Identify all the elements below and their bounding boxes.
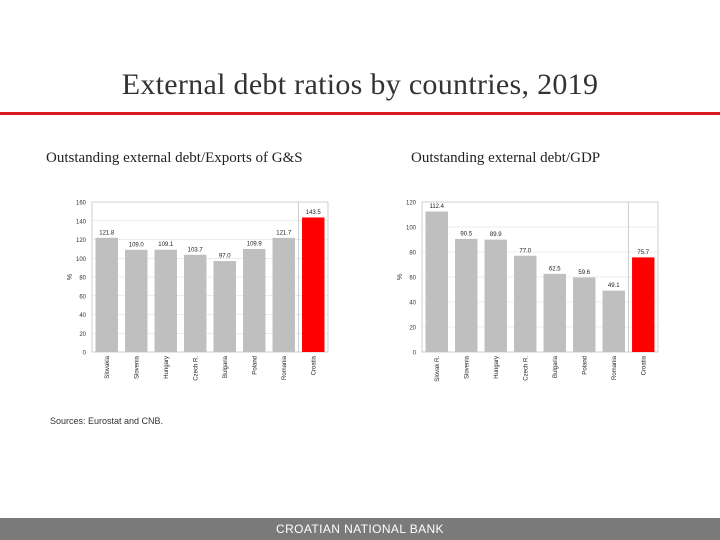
exports-bar-romania	[272, 237, 295, 352]
gdp-bar-czech-r	[514, 255, 537, 352]
gdp-value-label: 59.6	[578, 270, 590, 276]
gdp-bar-slovenia	[455, 238, 478, 352]
title-rule	[0, 112, 720, 115]
exports-ytick-label: 60	[79, 294, 86, 300]
exports-value-label: 109.1	[158, 242, 174, 248]
gdp-ytick-label: 60	[409, 276, 416, 282]
exports-category-label: Croatia	[311, 355, 317, 375]
gdp-category-label: Hungary	[494, 356, 500, 379]
gdp-category-label: Slovak R.	[435, 356, 441, 382]
gdp-ytick-label: 100	[406, 226, 417, 232]
exports-ylabel: %	[67, 274, 74, 280]
gdp-category-label: Czech R.	[523, 356, 529, 381]
gdp-ytick-label: 80	[409, 251, 416, 257]
gdp-ylabel: %	[397, 274, 404, 280]
gdp-ytick-label: 0	[413, 351, 417, 357]
exports-ytick-label: 80	[79, 276, 86, 282]
exports-value-label: 121.8	[99, 230, 115, 236]
exports-ytick-label: 160	[76, 201, 87, 207]
exports-bar-slovenia	[125, 249, 148, 352]
exports-bar-bulgaria	[213, 261, 236, 352]
exports-category-label: Slovenia	[134, 355, 140, 379]
exports-category-label: Bulgaria	[223, 355, 229, 378]
chart-right-title: Outstanding external debt/GDP	[411, 150, 601, 166]
gdp-value-label: 77.0	[519, 248, 531, 254]
gdp-bar-poland	[573, 277, 596, 352]
gdp-bar-hungary	[484, 239, 507, 352]
gdp-bar-bulgaria	[543, 273, 566, 352]
gdp-ytick-label: 20	[409, 326, 416, 332]
exports-bar-poland	[243, 248, 266, 352]
gdp-category-label: Bulgaria	[553, 355, 559, 378]
exports-ytick-label: 40	[79, 313, 86, 319]
gdp-ytick-label: 40	[409, 301, 416, 307]
gdp-value-label: 49.1	[608, 283, 620, 289]
exports-ytick-label: 0	[83, 351, 87, 357]
sources-note: Sources: Eurostat and CNB.	[50, 416, 164, 426]
exports-value-label: 103.7	[188, 247, 204, 253]
gdp-category-label: Romania	[612, 355, 618, 380]
gdp-ratio-chart: 0 20 40 60 80 100 120% 112.4 Slovak R. 90.5 Sloven…	[397, 201, 659, 382]
exports-ratio-chart: 0 20 40 60 80 100 120 140 160% 121.8 Slovakia 109.0…	[67, 201, 329, 381]
exports-bar-czech-r	[184, 254, 207, 352]
exports-category-label: Poland	[252, 356, 258, 375]
exports-ytick-label: 140	[76, 219, 87, 225]
exports-bar-hungary	[154, 249, 177, 352]
gdp-value-label: 90.5	[460, 231, 472, 237]
chart-left-title: Outstanding external debt/Exports of G&S	[46, 150, 303, 166]
exports-category-label: Slovakia	[105, 355, 111, 378]
exports-category-label: Romania	[282, 355, 288, 380]
exports-category-label: Hungary	[164, 356, 170, 379]
exports-ytick-label: 20	[79, 332, 86, 338]
exports-category-label: Czech R.	[193, 356, 199, 381]
gdp-category-label: Croatia	[641, 355, 647, 375]
gdp-category-label: Poland	[582, 356, 588, 375]
exports-bar-croatia	[302, 217, 325, 352]
exports-value-label: 97.0	[219, 254, 231, 260]
gdp-value-label: 112.4	[429, 204, 444, 210]
slide-title: External debt ratios by countries, 2019	[121, 68, 599, 101]
gdp-bar-romania	[602, 290, 625, 352]
gdp-value-label: 62.5	[549, 266, 561, 272]
exports-bar-slovakia	[95, 237, 118, 352]
gdp-category-label: Slovenia	[464, 355, 470, 379]
footer-text: CROATIAN NATIONAL BANK	[276, 522, 444, 536]
gdp-ytick-label: 120	[406, 201, 417, 207]
exports-value-label: 109.9	[247, 241, 263, 247]
exports-value-label: 143.5	[306, 210, 322, 216]
exports-value-label: 121.7	[276, 230, 292, 236]
gdp-bar-slovak-r	[425, 211, 448, 352]
footer-bar: CROATIAN NATIONAL BANK	[0, 518, 720, 540]
gdp-value-label: 75.7	[637, 250, 649, 256]
gdp-value-label: 89.9	[490, 232, 502, 238]
exports-value-label: 109.0	[129, 242, 145, 248]
gdp-bar-croatia	[632, 257, 655, 352]
exports-ytick-label: 100	[76, 257, 87, 263]
exports-ytick-label: 120	[76, 238, 87, 244]
